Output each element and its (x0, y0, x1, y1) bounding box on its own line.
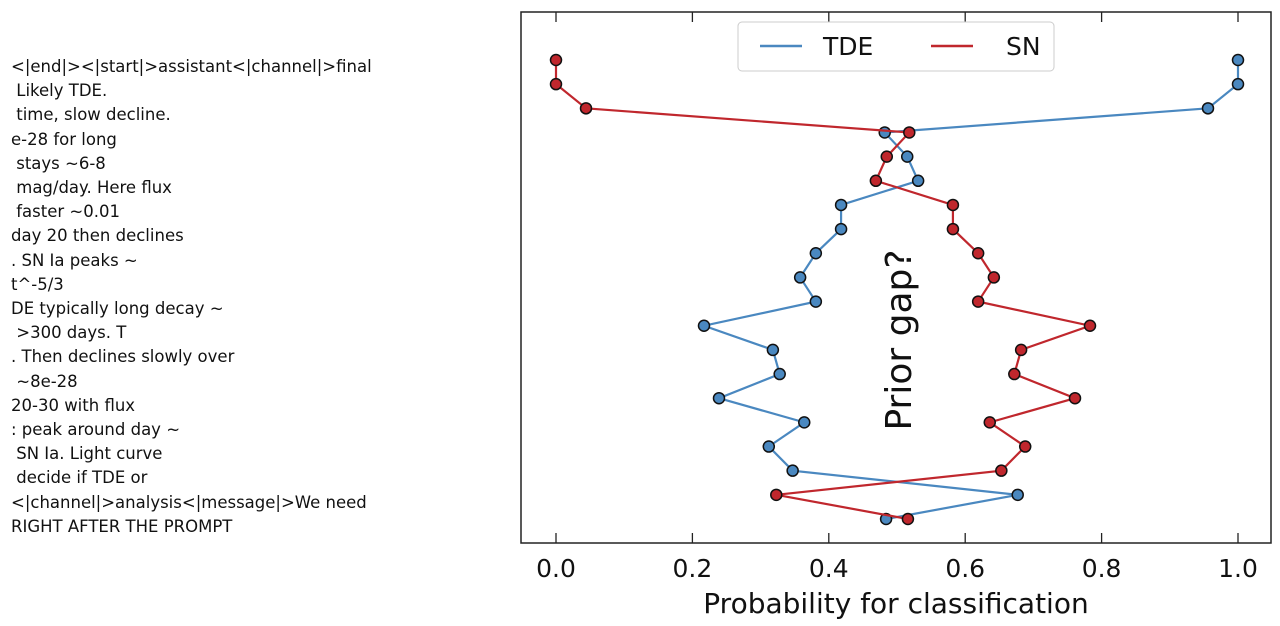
data-point (579, 102, 593, 115)
side-text-line: RIGHT AFTER THE PROMPT (11, 516, 233, 536)
legend-label-tde: TDE (822, 32, 873, 61)
side-text-line: t^-5/3 (11, 274, 64, 294)
x-tick-label: 0.2 (673, 554, 713, 583)
data-point (1068, 391, 1082, 405)
data-point (900, 150, 914, 163)
series-line-sn (554, 60, 1095, 521)
series-line-tde (699, 60, 1240, 521)
data-point (697, 319, 711, 332)
data-point (1231, 77, 1245, 91)
side-text-line: SN Ia. Light curve (11, 444, 163, 464)
side-text-panel: <|end|><|start|>assistant<|channel|>fina… (11, 55, 372, 539)
data-point (1018, 440, 1032, 453)
data-point (911, 174, 925, 188)
data-point (946, 222, 960, 236)
data-point (793, 271, 807, 284)
legend: TDE SN (737, 21, 1055, 72)
data-point (834, 222, 848, 236)
side-text-line: mag/day. Here flux (11, 178, 172, 198)
data-point (880, 150, 894, 163)
x-axis-label: Probability for classification (703, 587, 1088, 620)
side-text-line: e-28 for long (11, 129, 117, 149)
data-point (901, 512, 915, 526)
data-point (1201, 102, 1215, 115)
side-text-line: Likely TDE. (11, 81, 108, 101)
side-text-line: decide if TDE or (11, 468, 148, 488)
x-tick-label: 1.0 (1218, 554, 1258, 583)
data-point (1011, 488, 1024, 502)
side-text-line: faster ~0.01 (11, 202, 120, 222)
legend-box (737, 21, 1055, 72)
side-text-line: stays ~6-8 (11, 153, 106, 173)
side-text-line: <|channel|>analysis<|message|>We need (11, 492, 367, 512)
data-point (903, 126, 916, 139)
data-point (797, 416, 811, 429)
data-point (987, 271, 1001, 284)
side-text-line: : peak around day ~ (11, 420, 181, 440)
data-point (809, 295, 823, 308)
side-text-line: . Then declines slowly over (11, 347, 235, 367)
x-tick-label: 0.4 (809, 554, 849, 583)
data-point (946, 198, 960, 212)
data-point (878, 126, 891, 139)
side-text-line: DE typically long decay ~ (11, 299, 224, 319)
data-point (1083, 319, 1097, 332)
x-tick-label: 0.8 (1082, 554, 1122, 583)
data-point (1008, 367, 1021, 381)
plot-frame (520, 11, 1272, 544)
series-tde (697, 53, 1245, 526)
side-text-line: 20-30 with flux (11, 395, 136, 415)
side-text-line: day 20 then declines (11, 226, 184, 246)
data-point (834, 198, 848, 212)
side-text-line: >300 days. T (11, 323, 127, 343)
side-text-line: . SN Ia peaks ~ (11, 250, 138, 270)
data-point (983, 416, 997, 429)
data-point (786, 464, 799, 477)
data-point (762, 440, 776, 453)
annotation-prior-gap: Prior gap? (879, 249, 920, 430)
data-point (1231, 53, 1245, 67)
data-point (712, 391, 726, 405)
legend-label-sn: SN (1006, 32, 1041, 61)
data-point (1014, 343, 1028, 357)
data-point (971, 247, 985, 260)
side-text-line: time, slow decline. (11, 105, 171, 125)
data-point (549, 53, 563, 67)
side-text-line: <|end|><|start|>assistant<|channel|>fina… (11, 57, 372, 76)
data-point (766, 343, 780, 357)
x-tick-label: 0.6 (945, 554, 985, 583)
data-point (995, 464, 1008, 477)
data-point (549, 77, 563, 91)
data-point (869, 174, 883, 188)
data-point (971, 295, 985, 308)
x-tick-label: 0.0 (536, 554, 576, 583)
series-sn (549, 53, 1097, 526)
side-text-line: ~8e-28 (11, 371, 78, 391)
data-point (773, 367, 786, 381)
data-point (770, 488, 783, 502)
data-point (809, 247, 823, 260)
